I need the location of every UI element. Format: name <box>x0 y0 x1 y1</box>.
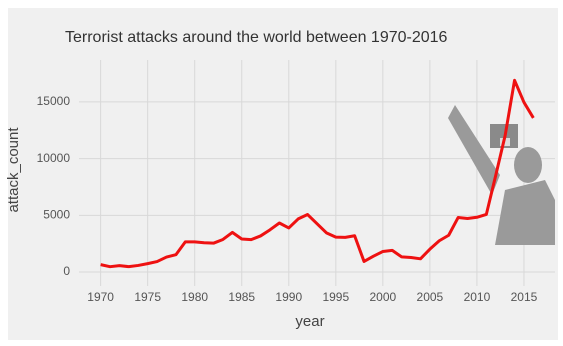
x-tick-label: 2000 <box>369 290 396 304</box>
y-axis-label: attack_count <box>5 127 22 213</box>
x-tick-label: 1990 <box>275 290 302 304</box>
x-tick-label: 1980 <box>181 290 208 304</box>
x-axis-label: year <box>295 313 324 330</box>
x-tick-label: 1995 <box>322 290 349 304</box>
y-tick-label: 15000 <box>37 94 71 108</box>
y-tick-label: 5000 <box>43 207 70 221</box>
chart-title: Terrorist attacks around the world betwe… <box>65 29 448 46</box>
y-tick-label: 10000 <box>37 151 71 165</box>
y-tick-label: 0 <box>63 264 70 278</box>
x-tick-label: 1970 <box>87 290 114 304</box>
x-tick-label: 2010 <box>464 290 491 304</box>
x-tick-label: 2005 <box>417 290 444 304</box>
x-tick-label: 1985 <box>228 290 255 304</box>
x-tick-label: 1975 <box>134 290 161 304</box>
data-line <box>100 78 535 269</box>
chart-background <box>8 8 558 340</box>
x-tick-label: 2015 <box>511 290 538 304</box>
